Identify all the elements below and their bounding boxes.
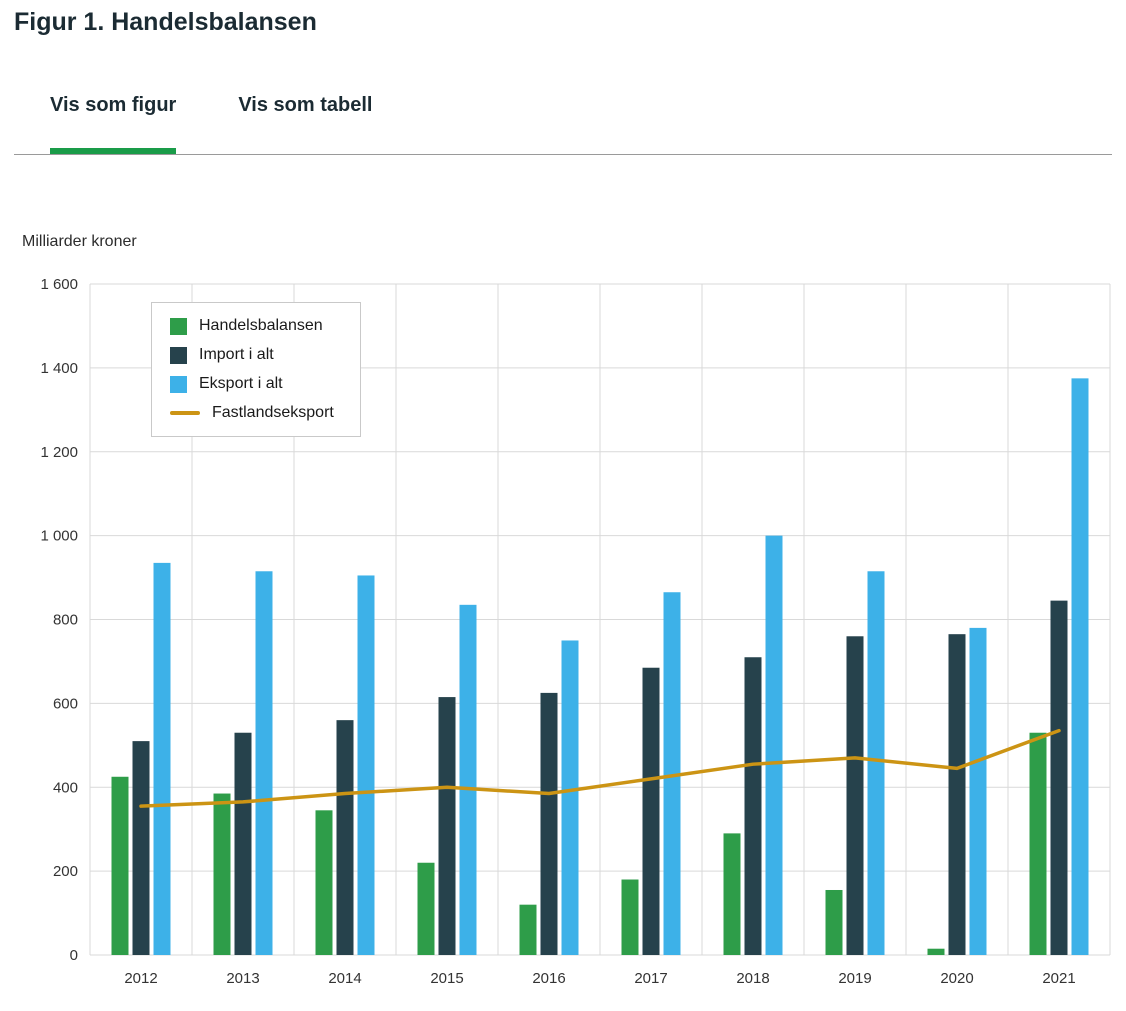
bar-import-i-alt: [438, 697, 456, 955]
bar-handelsbalansen: [1029, 732, 1047, 955]
bar-handelsbalansen: [927, 948, 945, 955]
bar-eksport-i-alt: [459, 604, 477, 955]
tab-vis-som-figur-label: Vis som figur: [50, 94, 177, 116]
bar-eksport-i-alt: [1071, 378, 1089, 955]
x-axis-tick-label: 2021: [1042, 970, 1075, 987]
bar-eksport-i-alt: [153, 562, 171, 955]
y-axis-title: Milliarder kroner: [22, 233, 137, 250]
bar-handelsbalansen: [621, 879, 639, 955]
bar-eksport-i-alt: [255, 571, 273, 955]
y-axis-tick-label: 600: [53, 695, 78, 712]
legend-swatch-fastlandseksport: [170, 411, 200, 415]
x-axis-tick-label: 2019: [838, 970, 871, 987]
tab-vis-som-tabell-label: Vis som tabell: [238, 94, 373, 116]
bar-handelsbalansen: [825, 889, 843, 955]
bar-handelsbalansen: [417, 862, 435, 955]
legend-label: Fastlandseksport: [212, 404, 334, 421]
tab-vis-som-tabell[interactable]: Vis som tabell: [238, 92, 372, 119]
bar-eksport-i-alt: [561, 640, 579, 955]
legend-swatch-import: [170, 346, 187, 364]
bar-import-i-alt: [744, 657, 762, 955]
bar-eksport-i-alt: [969, 627, 987, 955]
y-axis-tick-label: 1 400: [40, 360, 78, 377]
y-axis-tick-label: 0: [70, 947, 78, 964]
bar-import-i-alt: [846, 636, 864, 955]
y-axis-tick-label: 800: [53, 612, 78, 629]
bar-eksport-i-alt: [663, 592, 681, 955]
bar-import-i-alt: [1050, 600, 1068, 955]
bar-eksport-i-alt: [765, 535, 783, 955]
bar-import-i-alt: [540, 692, 558, 955]
bar-import-i-alt: [132, 741, 150, 955]
y-axis-tick-label: 1 600: [40, 276, 78, 293]
y-axis-tick-label: 400: [53, 779, 78, 796]
tab-vis-som-figur[interactable]: Vis som figur: [50, 92, 177, 155]
x-axis-tick-label: 2013: [226, 970, 259, 987]
legend-swatch-eksport: [170, 375, 187, 393]
legend-item-eksport: Eksport i alt: [170, 375, 334, 393]
y-axis-tick-label: 1 200: [40, 444, 78, 461]
tab-separator: [14, 154, 1112, 155]
legend-item-fastlandseksport: Fastlandseksport: [170, 404, 334, 422]
bar-import-i-alt: [336, 720, 354, 955]
view-tabs: Vis som figur Vis som tabell: [50, 92, 372, 155]
bar-import-i-alt: [642, 667, 660, 955]
x-axis-tick-label: 2016: [532, 970, 565, 987]
active-tab-indicator: [50, 148, 177, 155]
y-axis-tick-label: 1 000: [40, 528, 78, 545]
x-axis-tick-label: 2012: [124, 970, 157, 987]
x-axis-tick-label: 2015: [430, 970, 463, 987]
trend-line-fastlandseksport: [139, 728, 1061, 808]
bar-handelsbalansen: [111, 776, 129, 955]
x-axis-tick-label: 2020: [940, 970, 973, 987]
legend: Handelsbalansen Import i alt Eksport i a…: [151, 302, 361, 437]
y-axis-tick-label: 200: [53, 863, 78, 880]
figure-title: Figur 1. Handelsbalansen: [14, 8, 317, 36]
bar-handelsbalansen: [213, 793, 231, 955]
bar-import-i-alt: [234, 732, 252, 955]
x-axis-tick-label: 2014: [328, 970, 361, 987]
bar-eksport-i-alt: [357, 575, 375, 955]
bar-handelsbalansen: [315, 810, 333, 955]
x-axis-tick-label: 2018: [736, 970, 769, 987]
legend-label: Eksport i alt: [199, 375, 283, 392]
x-axis-tick-label: 2017: [634, 970, 667, 987]
bar-handelsbalansen: [723, 833, 741, 955]
legend-label: Handelsbalansen: [199, 317, 323, 334]
bar-import-i-alt: [948, 634, 966, 955]
legend-label: Import i alt: [199, 346, 274, 363]
bar-handelsbalansen: [519, 904, 537, 955]
bar-eksport-i-alt: [867, 571, 885, 955]
legend-swatch-handelsbalansen: [170, 317, 187, 335]
legend-item-handelsbalansen: Handelsbalansen: [170, 317, 334, 335]
legend-item-import: Import i alt: [170, 346, 334, 364]
